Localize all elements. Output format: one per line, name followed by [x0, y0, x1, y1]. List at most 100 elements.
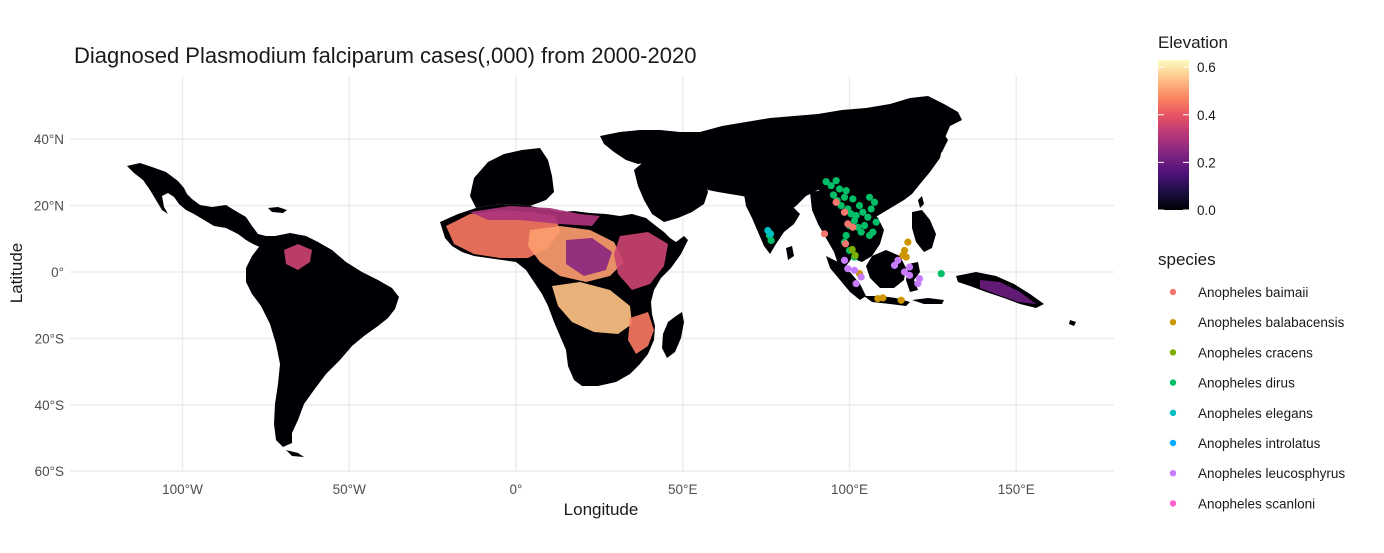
chart-title: Diagnosed Plasmodium falciparum cases(,0… [74, 43, 696, 68]
legend-key-3 [1169, 379, 1177, 386]
species-point-37 [841, 240, 850, 248]
species-point-3 [835, 185, 844, 193]
species-point-63 [915, 275, 924, 283]
species-point-32 [767, 236, 775, 245]
incidence-region-mozambique [628, 312, 654, 354]
species-point-56 [852, 280, 860, 288]
species-point-34 [820, 230, 829, 238]
species-point-54 [850, 266, 859, 274]
legend-label-0: Anopheles baimaii [1198, 285, 1308, 300]
colorbar-tick-label-0: 0.6 [1197, 60, 1216, 75]
x-axis-title: Longitude [564, 500, 639, 519]
species-point-53 [844, 265, 852, 273]
species-point-51 [764, 226, 772, 235]
philippines [912, 210, 936, 252]
species-point-13 [860, 221, 869, 230]
sumatra [826, 256, 866, 300]
species-point-17 [865, 193, 874, 201]
y-tick-label-4: 40°S [35, 398, 64, 413]
incidence-region-sahel [470, 206, 600, 226]
legend-label-7: Anopheles scanloni [1198, 496, 1315, 511]
x-tick-label-2: 0° [510, 482, 523, 497]
madagascar [662, 312, 684, 358]
species-point-18 [872, 218, 880, 226]
species-point-25 [852, 211, 860, 220]
species-point-2 [832, 177, 840, 185]
sahara-northafrica [470, 148, 554, 208]
legend-label-2: Anopheles cracens [1198, 345, 1313, 360]
species-point-22 [849, 195, 857, 203]
species-point-4 [829, 191, 838, 199]
legend-label-1: Anopheles balabacensis [1198, 315, 1345, 330]
lesser-sundas [912, 298, 944, 304]
x-axis-ticks: 100°W 50°W 0° 50°E 100°E 150°E [162, 482, 1035, 497]
legend-label-3: Anopheles dirus [1198, 376, 1295, 391]
species-point-52 [840, 256, 849, 264]
species-point-45 [879, 294, 887, 302]
y-tick-label-5: 60°S [35, 464, 64, 479]
species-point-16 [870, 198, 879, 206]
legend-key-7 [1169, 500, 1177, 507]
colorbar-ticks: 0.6 0.4 0.2 0.0 [1158, 60, 1216, 218]
incidence-region-east-africa [614, 232, 668, 290]
legend-label-4: Anopheles elegans [1198, 406, 1313, 421]
legend-label-5: Anopheles introlatus [1198, 436, 1321, 451]
species-point-58 [894, 256, 902, 264]
species-point-0 [822, 178, 830, 186]
species-point-39 [849, 223, 857, 231]
y-tick-label-2: 0° [51, 265, 64, 280]
cuba [268, 207, 287, 213]
species-point-33 [937, 270, 945, 278]
species-point-35 [840, 208, 849, 216]
species-point-23 [855, 202, 864, 210]
species-legend: species Anopheles baimaii Anopheles balab… [1158, 250, 1345, 511]
species-point-14 [864, 213, 872, 221]
legend-items: Anopheles baimaii Anopheles balabacensis A… [1169, 285, 1345, 511]
species-point-60 [905, 271, 914, 279]
sri-lanka [786, 246, 794, 260]
legend-key-1 [1169, 319, 1177, 326]
tierra-del-fuego [286, 450, 304, 457]
middle-east [634, 148, 708, 222]
species-point-24 [859, 208, 867, 216]
x-tick-label-1: 50°W [333, 482, 366, 497]
species-points [764, 177, 945, 304]
species-point-27 [842, 231, 850, 240]
legend-label-6: Anopheles leucosphyrus [1198, 466, 1345, 481]
incidence-region-amazon-venezuela [284, 244, 312, 270]
legend-key-6 [1169, 470, 1177, 477]
species-point-62 [905, 263, 914, 271]
incidence-overlay [284, 206, 1036, 354]
colorbar-tick-label-1: 0.4 [1197, 108, 1216, 123]
y-tick-label-1: 20°N [34, 199, 64, 214]
species-point-1 [827, 182, 835, 190]
japan [930, 134, 948, 160]
legend-key-4 [1169, 409, 1177, 416]
x-tick-label-4: 100°E [831, 482, 868, 497]
x-tick-label-5: 150°E [998, 482, 1035, 497]
island-pacific [1069, 320, 1076, 326]
taiwan [918, 196, 924, 208]
species-point-21 [842, 187, 850, 195]
species-point-15 [867, 205, 875, 213]
colorbar-gradient [1158, 60, 1189, 210]
x-tick-label-0: 100°W [162, 482, 203, 497]
species-point-48 [851, 251, 859, 259]
legend-title: species [1158, 250, 1216, 269]
species-point-46 [897, 296, 905, 304]
colorbar-tick-label-3: 0.0 [1197, 203, 1216, 218]
south-america [246, 233, 399, 447]
colorbar-title: Elevation [1158, 33, 1228, 52]
north-america [127, 163, 280, 248]
species-point-7 [840, 193, 849, 201]
colorbar-tick-label-2: 0.2 [1197, 155, 1216, 170]
species-point-20 [865, 231, 874, 240]
legend-key-5 [1169, 439, 1177, 447]
y-axis-ticks: 40°N 20°N 0° 20°S 40°S 60°S [34, 132, 64, 479]
y-tick-label-0: 40°N [34, 132, 64, 147]
y-tick-label-3: 20°S [35, 331, 64, 346]
indian-subcontinent [744, 192, 800, 254]
species-point-12 [857, 228, 865, 236]
species-point-40 [904, 238, 912, 246]
